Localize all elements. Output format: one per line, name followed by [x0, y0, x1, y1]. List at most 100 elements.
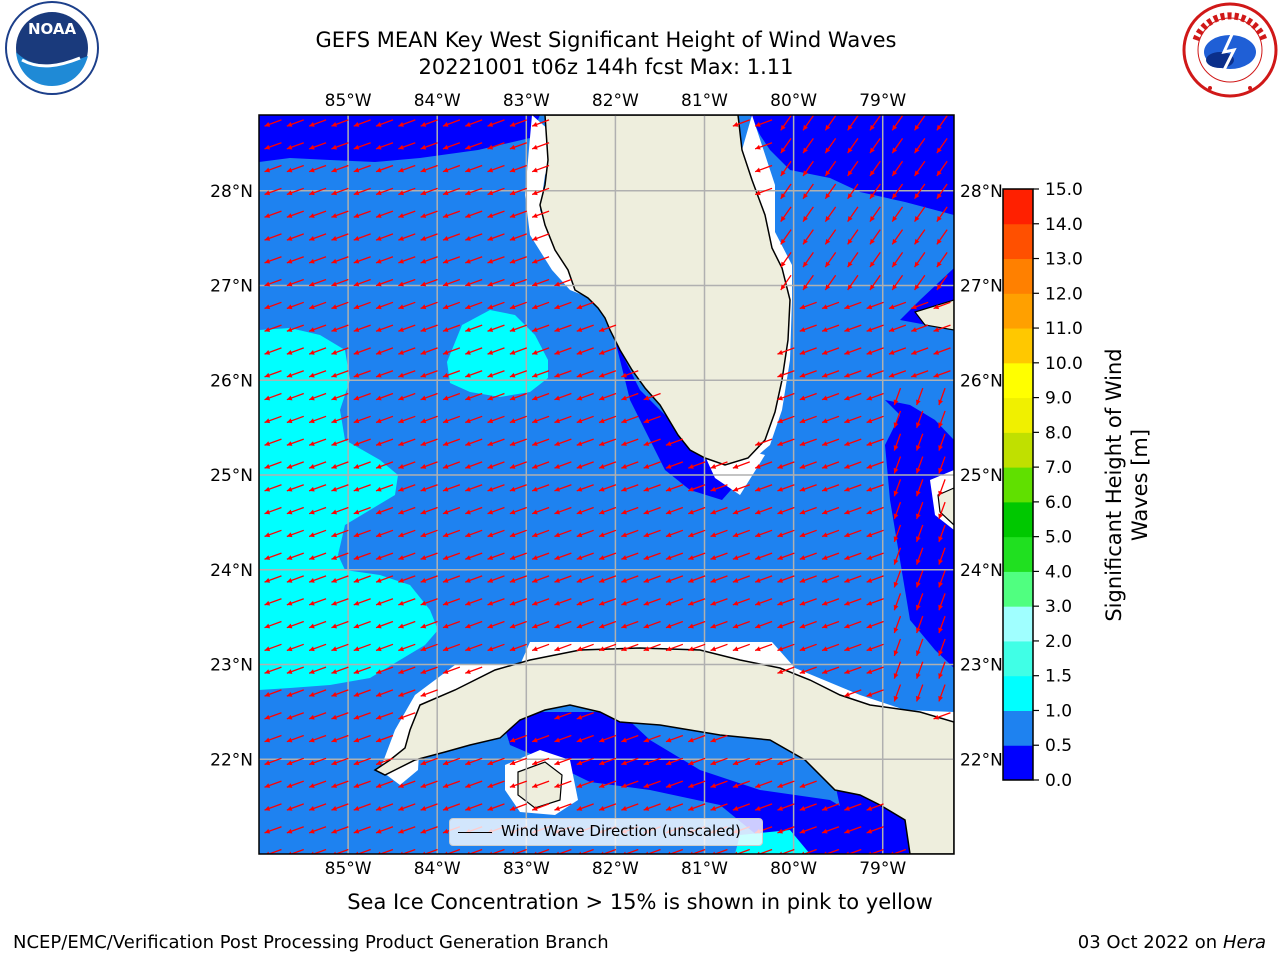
wave-arrow — [442, 529, 461, 538]
wave-arrow — [936, 160, 948, 177]
wave-arrow — [777, 803, 795, 811]
wave-arrow — [487, 278, 505, 287]
wave-arrow — [465, 438, 483, 446]
wave-arrow — [465, 620, 483, 629]
wave-arrow — [509, 187, 527, 196]
wave-arrow — [487, 484, 505, 492]
wave-arrow — [732, 643, 750, 652]
wave-arrow — [821, 347, 840, 355]
wave-arrow — [777, 666, 795, 674]
wave-arrow — [331, 598, 349, 606]
wave-arrow — [420, 552, 438, 560]
wave-arrow — [821, 301, 840, 310]
wave-arrow — [621, 461, 639, 469]
wave-arrow — [487, 438, 505, 446]
wave-arrow — [824, 274, 837, 291]
wave-arrow — [891, 274, 904, 291]
wave-arrow — [554, 757, 572, 766]
wave-arrow — [375, 119, 394, 127]
colorbar-tick-label: 1.0 — [1045, 701, 1072, 721]
wave-arrow — [442, 666, 461, 674]
wave-arrow — [844, 620, 862, 629]
wave-arrow — [643, 643, 661, 652]
wave-arrow — [420, 164, 438, 173]
wave-arrow — [331, 324, 349, 332]
wave-arrow — [398, 780, 416, 788]
wave-arrow — [576, 415, 594, 424]
wave-arrow — [915, 456, 924, 474]
wave-arrow — [331, 620, 349, 629]
wave-arrow — [286, 164, 304, 173]
wave-arrow — [933, 301, 951, 310]
wave-arrow — [802, 138, 814, 154]
wave-arrow — [844, 484, 862, 492]
wave-arrow — [824, 183, 837, 200]
wave-arrow — [398, 256, 416, 264]
wave-arrow — [891, 252, 904, 268]
wave-arrow — [576, 392, 594, 401]
footer-date-text: 03 Oct 2022 on — [1077, 932, 1223, 953]
wave-arrow — [754, 598, 773, 606]
wave-arrow — [799, 552, 817, 560]
wave-arrow — [821, 415, 840, 424]
calm-area-north — [259, 115, 540, 162]
wave-arrow — [802, 183, 814, 200]
wave-arrow — [554, 415, 572, 424]
wave-arrow — [331, 506, 349, 515]
wave-arrow — [308, 689, 327, 697]
wave-arrow — [375, 689, 394, 697]
wave-arrow — [398, 666, 416, 674]
wave-arrow — [286, 803, 304, 811]
wave-arrow — [938, 638, 946, 657]
wave-arrow — [264, 301, 282, 310]
wave-arrow — [398, 598, 416, 606]
wave-arrow — [799, 392, 817, 401]
wave-arrow — [665, 484, 684, 492]
wave-arrow — [576, 301, 594, 310]
colorbar-segment — [1003, 293, 1033, 329]
wave-arrow — [331, 780, 349, 788]
colorbar-segment — [1003, 745, 1033, 781]
wave-arrow — [308, 187, 327, 196]
wave-arrow — [465, 666, 483, 674]
wave-arrow — [353, 119, 371, 127]
wave-arrow — [799, 803, 817, 811]
wave-arrow — [938, 410, 946, 429]
wave-arrow — [353, 575, 371, 583]
wave-arrow — [914, 183, 926, 200]
wave-arrow — [777, 506, 795, 515]
wave-arrow — [286, 301, 304, 310]
wave-arrow — [799, 438, 817, 446]
wave-arrow — [442, 803, 461, 811]
wave-arrow — [866, 552, 884, 560]
wave-arrow — [531, 734, 550, 743]
wave-arrow — [576, 324, 594, 332]
wave-arrow — [754, 575, 773, 583]
wave-arrow — [531, 347, 550, 355]
colorbar-tick-label: 4.0 — [1045, 562, 1072, 582]
wave-arrow — [531, 552, 550, 560]
wave-arrow — [893, 410, 902, 429]
wave-arrow — [264, 712, 282, 720]
caption: Sea Ice Concentration > 15% is shown in … — [347, 890, 933, 914]
wave-arrow — [710, 461, 728, 469]
wave-arrow — [308, 780, 327, 788]
wave-arrow — [398, 438, 416, 446]
wave-arrow — [286, 187, 304, 196]
wave-arrow — [938, 433, 946, 451]
wave-arrow — [754, 461, 773, 469]
wave-arrow — [420, 142, 438, 150]
wave-arrow — [286, 575, 304, 583]
wave-arrow — [375, 757, 394, 766]
wave-arrow — [264, 666, 282, 674]
colorbar-segment — [1003, 467, 1033, 503]
wave-arrow — [308, 370, 327, 378]
wave-arrow — [465, 552, 483, 560]
wave-arrow — [531, 484, 550, 492]
wave-arrow — [621, 415, 639, 424]
wave-arrow — [420, 370, 438, 378]
wave-arrow — [777, 529, 795, 538]
wave-arrow — [465, 210, 483, 218]
wave-arrow — [911, 301, 929, 310]
wave-arrow — [914, 274, 926, 291]
